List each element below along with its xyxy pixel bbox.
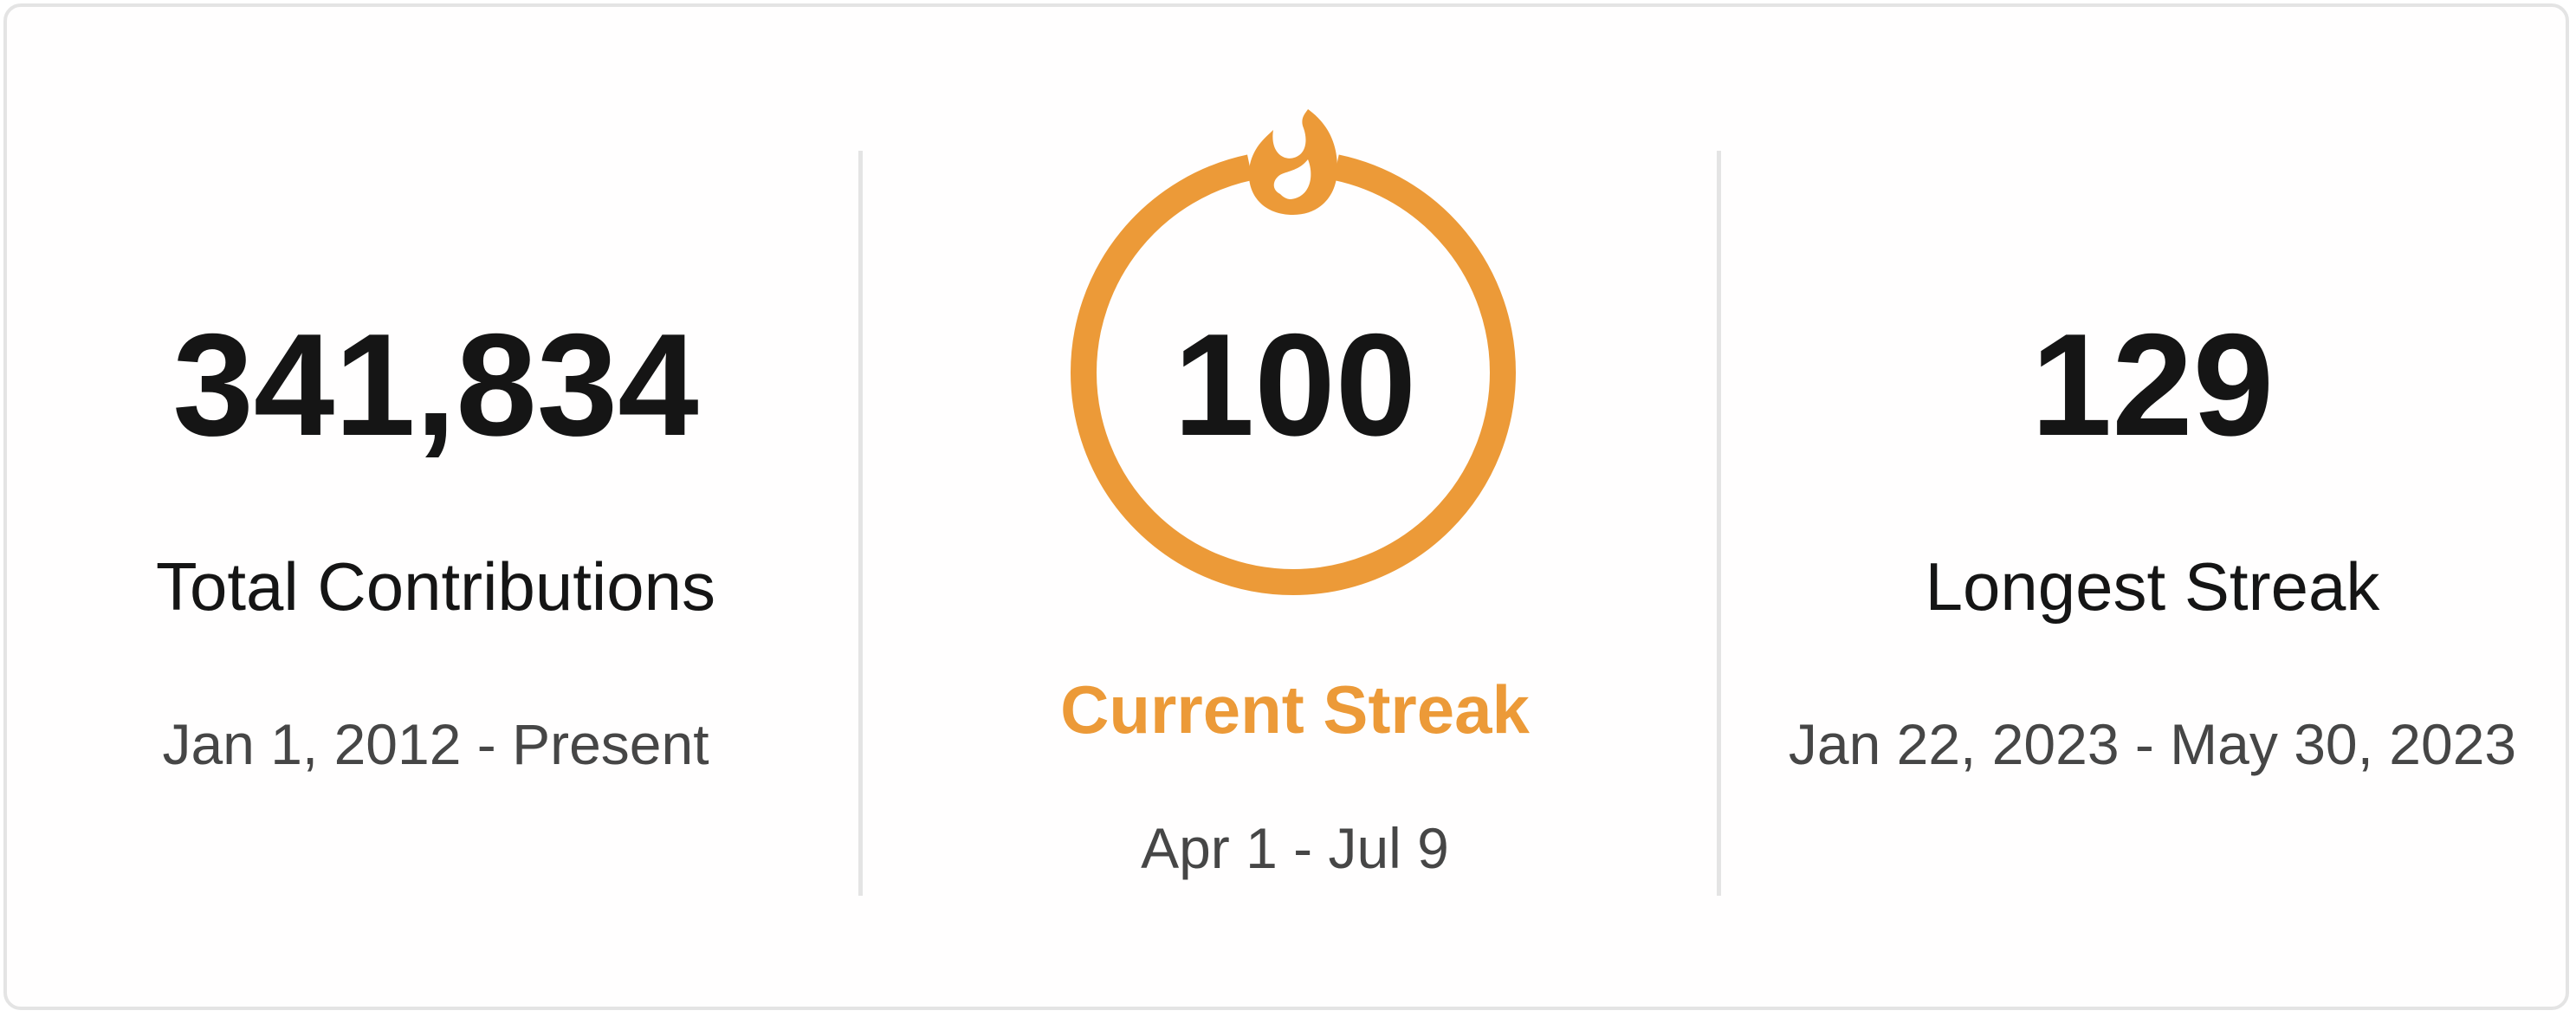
- total-contributions-label: Total Contributions: [155, 548, 715, 625]
- longest-streak-stat: 129 Longest Streak Jan 22, 2023 - May 30…: [1724, 7, 2576, 1014]
- divider-right: [1717, 151, 1721, 896]
- fire-icon: [1248, 109, 1337, 215]
- total-contributions-range: Jan 1, 2012 - Present: [162, 712, 709, 776]
- current-streak-value: 100: [1173, 303, 1417, 466]
- streak-ring-circle: [1071, 150, 1516, 595]
- current-streak-range: Apr 1 - Jul 9: [1141, 816, 1449, 880]
- total-contributions-value: 341,834: [172, 303, 699, 466]
- longest-streak-value: 129: [2030, 303, 2275, 466]
- longest-streak-label: Longest Streak: [1925, 548, 2380, 625]
- streak-ring: [1071, 109, 1516, 595]
- longest-streak-range: Jan 22, 2023 - May 30, 2023: [1788, 712, 2517, 776]
- current-streak-stat: 100 Current Streak Apr 1 - Jul 9: [866, 7, 1724, 1014]
- streak-stats-card: 341,834 Total Contributions Jan 1, 2012 …: [3, 3, 2569, 1010]
- divider-left: [858, 151, 863, 896]
- current-streak-label: Current Streak: [1060, 671, 1530, 748]
- total-contributions-stat: 341,834 Total Contributions Jan 1, 2012 …: [7, 7, 864, 1014]
